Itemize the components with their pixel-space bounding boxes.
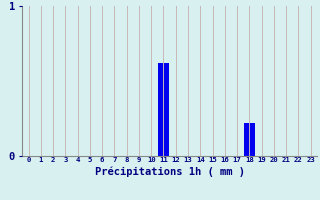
Bar [244, 123, 254, 156]
Bar [158, 63, 169, 156]
X-axis label: Précipitations 1h ( mm ): Précipitations 1h ( mm ) [95, 166, 244, 177]
